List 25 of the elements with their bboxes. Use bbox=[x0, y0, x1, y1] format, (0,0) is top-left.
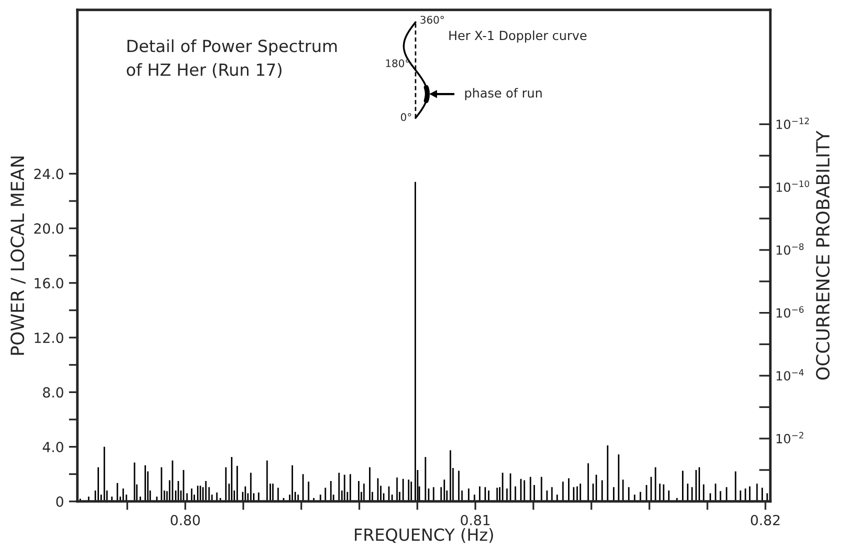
y-tick-label: 8.0 bbox=[43, 387, 64, 398]
x-tick-label: 0.82 bbox=[750, 514, 780, 526]
annotation: phase of run bbox=[465, 88, 542, 100]
y-tick-label: 20.0 bbox=[34, 223, 64, 234]
y-axis-title: POWER / LOCAL MEAN bbox=[10, 156, 26, 355]
annotation: 360° bbox=[420, 16, 444, 24]
y2-axis-title: OCCURRENCE PROBABILITY bbox=[816, 130, 830, 380]
y2-tick-label: 10$^{−12}$ bbox=[776, 118, 809, 130]
x-axis-title: FREQUENCY (Hz) bbox=[354, 528, 493, 543]
x-tick-label: 0.80 bbox=[170, 514, 200, 526]
annotation: 0° bbox=[400, 113, 412, 122]
text: Detail of Power Spectrum of HZ Her (Run 17) bbox=[126, 39, 337, 78]
x-tick-label: 0.81 bbox=[460, 514, 490, 526]
y-tick-label: 12.0 bbox=[34, 332, 64, 344]
y2-tick-label: 10$^{−4}$ bbox=[776, 369, 804, 381]
y2-tick-label: 10$^{−2}$ bbox=[776, 432, 804, 444]
y-tick-label: 0 bbox=[56, 496, 64, 507]
y-tick-label: 24.0 bbox=[34, 168, 64, 180]
y-tick-label: 4.0 bbox=[42, 442, 64, 452]
y2-tick-label: 10$^{−6}$ bbox=[776, 306, 804, 318]
annotation: Her X-1 Doppler curve bbox=[449, 30, 586, 43]
y2-tick-label: 10$^{−10}$ bbox=[776, 180, 810, 192]
y-tick-label: 16.0 bbox=[34, 278, 64, 288]
annotation: 180° bbox=[386, 59, 410, 68]
y2-tick-label: 10$^{−8}$ bbox=[776, 243, 804, 255]
